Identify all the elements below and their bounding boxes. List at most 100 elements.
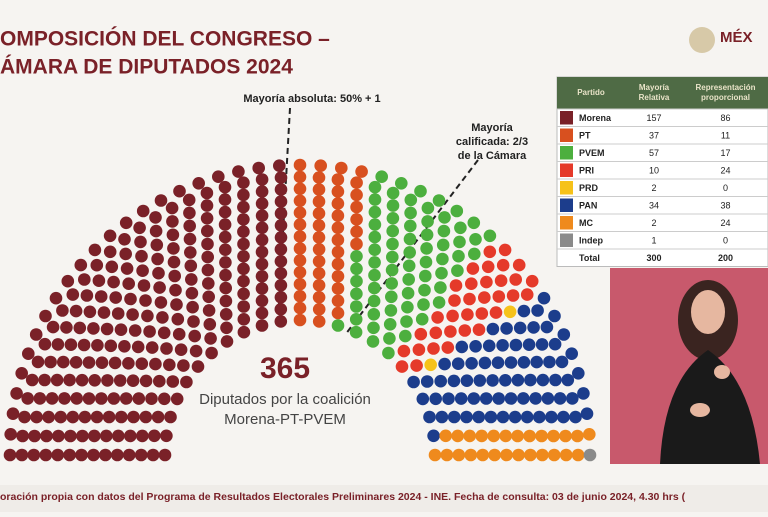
seat <box>149 211 162 224</box>
seat <box>237 274 250 288</box>
seat <box>111 448 124 462</box>
seat <box>460 374 474 388</box>
seat <box>496 258 510 272</box>
seat <box>439 429 453 443</box>
seat <box>104 339 118 353</box>
seat <box>39 448 53 462</box>
seat <box>483 245 497 259</box>
seat <box>274 171 288 184</box>
seat <box>274 183 288 196</box>
seat <box>463 429 477 443</box>
seat <box>350 176 363 189</box>
seat <box>404 219 417 233</box>
seat <box>218 180 232 194</box>
seat <box>88 243 102 257</box>
seat <box>219 294 233 308</box>
seat <box>522 338 536 352</box>
seat <box>16 429 29 443</box>
swatch <box>560 198 573 212</box>
table-cell: 300 <box>646 253 661 263</box>
seat <box>127 410 140 424</box>
seat <box>22 347 35 361</box>
seat <box>368 180 382 194</box>
seat <box>293 158 307 172</box>
table-cell: PAN <box>579 201 597 211</box>
table-cell: 10 <box>649 166 659 176</box>
seat <box>420 242 433 255</box>
swatch <box>560 111 573 125</box>
seat <box>160 429 173 443</box>
seat <box>368 268 381 282</box>
seat <box>520 288 534 301</box>
seat <box>512 258 526 272</box>
seat <box>87 322 100 335</box>
seat <box>170 298 183 311</box>
seat <box>463 292 476 306</box>
seat <box>4 428 17 441</box>
seat <box>153 374 166 388</box>
seat <box>75 373 89 387</box>
seat <box>478 356 492 370</box>
seat <box>30 410 43 424</box>
seat <box>331 221 345 235</box>
seat <box>201 237 214 251</box>
seat <box>331 270 345 283</box>
seat <box>182 193 196 207</box>
seat <box>454 392 468 405</box>
seat <box>87 448 100 462</box>
seat <box>527 321 540 334</box>
seat <box>312 315 326 328</box>
seat <box>166 228 180 242</box>
seat <box>46 320 60 334</box>
seat <box>545 410 558 424</box>
seat <box>18 410 31 424</box>
seat <box>479 392 493 405</box>
seat <box>50 373 64 387</box>
seat <box>386 212 400 225</box>
seat <box>180 375 193 389</box>
seat <box>293 301 307 315</box>
seat <box>367 308 381 321</box>
seat <box>469 233 482 246</box>
seat <box>135 249 148 263</box>
seat <box>472 410 486 424</box>
seat <box>166 375 180 388</box>
table-cell: PRI <box>579 166 594 176</box>
seat <box>467 392 481 405</box>
table-cell: Total <box>579 253 600 263</box>
seat <box>232 165 245 178</box>
seat <box>10 387 23 400</box>
seat <box>460 410 473 424</box>
seat <box>237 213 250 226</box>
seat <box>49 291 63 305</box>
seat <box>350 200 363 214</box>
table-cell: 37 <box>649 131 659 141</box>
seat <box>536 448 549 462</box>
seat <box>64 429 77 443</box>
seat <box>237 325 251 339</box>
seat <box>15 367 28 380</box>
seat <box>51 448 64 462</box>
seat <box>312 183 326 196</box>
seat <box>274 195 288 208</box>
seat <box>186 300 199 314</box>
seat <box>435 266 448 280</box>
seat <box>63 373 76 387</box>
seat <box>535 429 548 443</box>
seat <box>438 211 451 224</box>
seat <box>350 188 363 202</box>
seat <box>83 305 97 319</box>
seat <box>255 294 269 308</box>
seat <box>146 448 160 462</box>
seat <box>205 346 218 360</box>
seat <box>77 338 91 352</box>
table-cell: 0 <box>723 236 728 246</box>
seat <box>97 306 111 319</box>
seat <box>312 279 326 292</box>
seat <box>152 266 165 280</box>
seat <box>52 429 65 443</box>
seat <box>60 321 73 334</box>
seat <box>166 215 179 228</box>
seat <box>274 315 288 328</box>
seat <box>92 274 106 288</box>
